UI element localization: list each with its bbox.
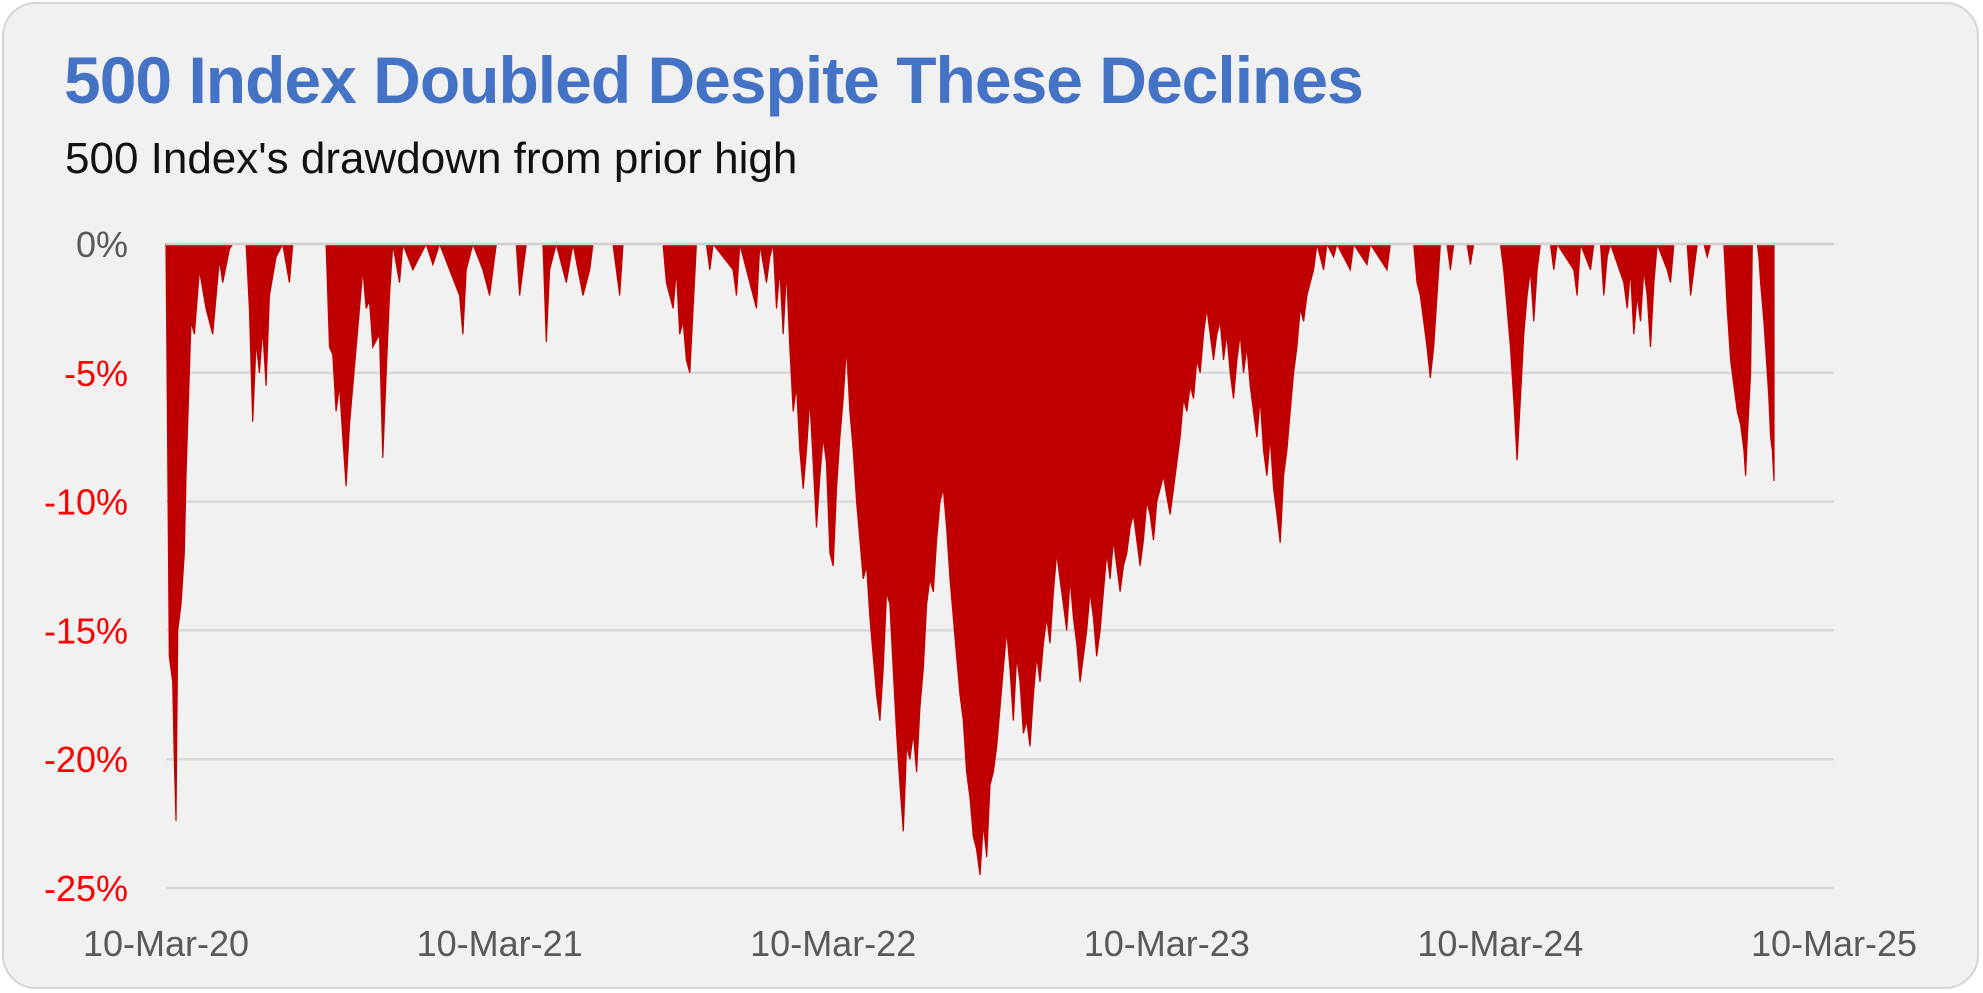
drawdown-chart: 0% -5% -10% -15% -20% -25% 10-Mar-20 10-Mar-21… [44,224,1917,964]
x-axis-ticks: 10-Mar-20 10-Mar-21 10-Mar-22 10-Mar-23 10-M… [83,923,1917,964]
drawdown-area [165,241,1775,876]
x-tick-label: 10-Mar-22 [750,923,916,964]
y-tick-label: 0% [76,224,128,265]
y-tick-label: -20% [44,739,128,780]
x-tick-label: 10-Mar-24 [1417,923,1583,964]
drawdown-area-layer [165,241,1775,876]
x-tick-label: 10-Mar-21 [417,923,583,964]
chart-title: 500 Index Doubled Despite These Declines [64,43,1364,117]
y-tick-label: -15% [44,610,128,651]
x-tick-label: 10-Mar-20 [83,923,249,964]
x-tick-label: 10-Mar-25 [1751,923,1917,964]
y-axis-ticks: 0% -5% -10% -15% -20% -25% [44,224,128,909]
y-tick-label: -25% [44,868,128,909]
y-tick-label: -10% [44,482,128,523]
y-tick-label: -5% [64,353,128,394]
x-tick-label: 10-Mar-23 [1084,923,1250,964]
chart-subtitle: 500 Index's drawdown from prior high [65,134,798,183]
